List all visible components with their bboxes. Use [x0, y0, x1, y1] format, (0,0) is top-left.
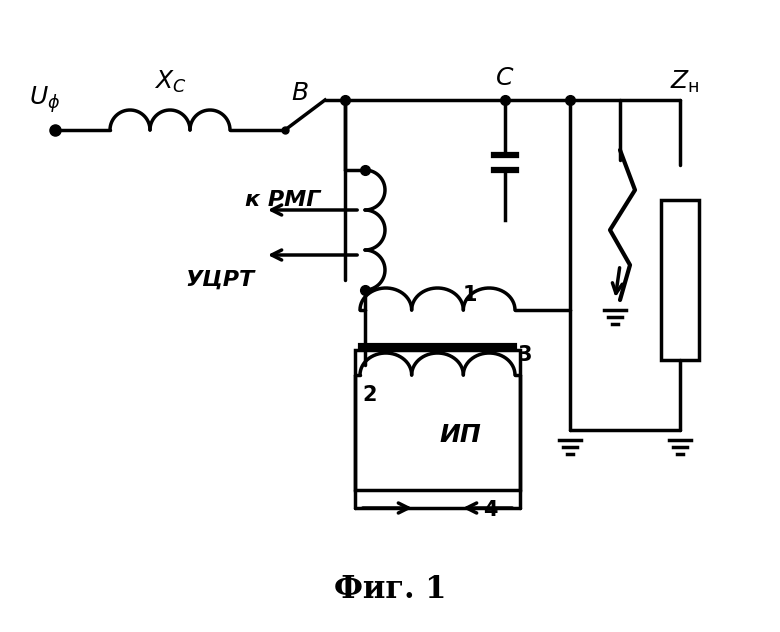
Text: $Z_{\rm н}$: $Z_{\rm н}$	[670, 69, 700, 95]
Text: 3: 3	[518, 345, 532, 365]
Text: Фиг. 1: Фиг. 1	[334, 574, 446, 605]
Bar	[661, 200, 699, 360]
Text: 2: 2	[363, 385, 378, 405]
Text: $B$: $B$	[291, 81, 309, 105]
Text: $U_{\phi}$: $U_{\phi}$	[30, 84, 61, 115]
Text: к РМГ: к РМГ	[245, 190, 321, 210]
Text: $X_C$: $X_C$	[154, 69, 186, 95]
Text: 1: 1	[463, 285, 477, 305]
Bar	[355, 350, 520, 490]
Text: 4: 4	[483, 500, 498, 520]
Text: ИП: ИП	[439, 423, 481, 447]
Text: $C$: $C$	[495, 66, 515, 90]
Text: УЦРТ: УЦРТ	[185, 270, 254, 290]
